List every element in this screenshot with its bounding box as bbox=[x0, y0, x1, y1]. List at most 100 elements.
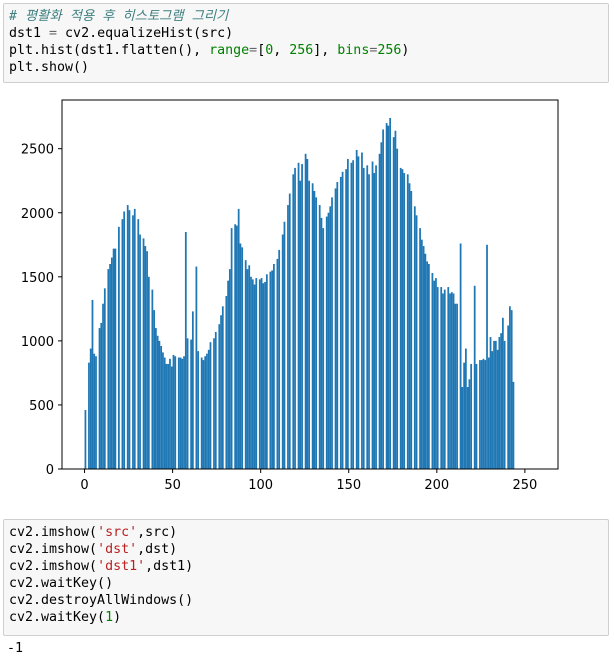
histogram-bar bbox=[304, 153, 307, 469]
histogram-bar bbox=[93, 353, 96, 469]
histogram-bar bbox=[202, 360, 205, 469]
histogram-bar bbox=[151, 289, 154, 470]
x-tick-label: 250 bbox=[512, 478, 537, 493]
histogram-bar bbox=[311, 183, 314, 469]
histogram-bar bbox=[452, 293, 455, 469]
histogram-bar bbox=[230, 228, 233, 470]
histogram-bar bbox=[465, 348, 467, 469]
y-tick-label: 2500 bbox=[21, 143, 54, 158]
histogram-bar bbox=[357, 156, 360, 470]
histogram-bar bbox=[466, 387, 469, 469]
x-tick-label: 150 bbox=[336, 478, 361, 493]
histogram-bar bbox=[103, 288, 106, 469]
histogram-bar bbox=[435, 278, 437, 469]
histogram-bar bbox=[366, 165, 369, 469]
histogram-bar bbox=[318, 205, 321, 469]
histogram-bar bbox=[142, 238, 145, 470]
histogram-bar bbox=[419, 228, 421, 470]
histogram-bar bbox=[468, 379, 471, 469]
histogram-bar bbox=[387, 125, 390, 470]
y-tick-label: 500 bbox=[29, 399, 54, 414]
histogram-bar bbox=[431, 272, 434, 469]
histogram-bar bbox=[308, 180, 310, 469]
histogram-bar bbox=[190, 339, 192, 469]
histogram-bar bbox=[258, 279, 261, 469]
code-line: cv2.imshow('src',src) bbox=[9, 525, 178, 540]
histogram-bar bbox=[169, 358, 171, 469]
histogram-bar bbox=[320, 217, 323, 470]
histogram-bar bbox=[121, 219, 124, 469]
histogram-bar bbox=[255, 278, 258, 469]
histogram-bar bbox=[183, 356, 185, 469]
code-cell-imshow[interactable]: cv2.imshow('src',src) cv2.imshow('dst',d… bbox=[3, 519, 609, 636]
histogram-bar bbox=[498, 337, 501, 469]
histogram-bar bbox=[221, 306, 224, 469]
code-line: dst1 = cv2.equalizeHist(src) bbox=[9, 26, 234, 41]
histogram-bar bbox=[371, 161, 374, 469]
histogram-bar bbox=[299, 180, 302, 469]
histogram-bar bbox=[507, 325, 510, 469]
histogram-bar bbox=[456, 303, 458, 469]
histogram-bar bbox=[181, 358, 184, 469]
histogram-bar bbox=[162, 352, 164, 469]
histogram-bar bbox=[463, 362, 465, 469]
histogram-bar bbox=[491, 351, 494, 470]
histogram-bar bbox=[156, 335, 159, 469]
histogram-bar bbox=[186, 338, 189, 469]
histogram-bar bbox=[269, 271, 272, 469]
histogram-bar bbox=[170, 366, 173, 469]
histogram-bar bbox=[214, 331, 217, 469]
histogram-bar bbox=[251, 279, 254, 469]
histogram-bar bbox=[250, 276, 252, 469]
histogram-bar bbox=[341, 171, 344, 469]
histogram-bar bbox=[153, 310, 155, 470]
histogram-bar bbox=[352, 160, 355, 469]
histogram-bar bbox=[486, 244, 488, 469]
histogram-bar bbox=[146, 251, 148, 469]
histogram-bar bbox=[447, 287, 450, 469]
histogram-bar bbox=[382, 129, 384, 469]
histogram-bar bbox=[420, 239, 423, 469]
histogram-bar bbox=[375, 165, 377, 469]
histogram-bar bbox=[394, 130, 397, 469]
histogram-bar bbox=[322, 228, 325, 470]
code-line: cv2.waitKey() bbox=[9, 576, 114, 591]
histogram-bar bbox=[401, 169, 404, 469]
histogram-bar bbox=[475, 363, 478, 469]
y-tick-label: 1500 bbox=[21, 271, 54, 286]
histogram-bar bbox=[433, 280, 436, 469]
code-cell-histogram[interactable]: # 평활화 적용 후 히스토그램 그리기 dst1 = cv2.equalize… bbox=[3, 3, 609, 83]
histogram-bar bbox=[278, 249, 281, 469]
histogram-bar bbox=[172, 354, 175, 469]
histogram-bar bbox=[112, 248, 115, 470]
histogram-bar bbox=[107, 269, 110, 470]
histogram-bar bbox=[493, 340, 495, 470]
histogram-bar bbox=[160, 346, 163, 469]
histogram-bar bbox=[167, 363, 170, 469]
code-line: cv2.imshow('dst',dst) bbox=[9, 542, 178, 557]
histogram-bar bbox=[461, 387, 464, 469]
histogram-bar bbox=[84, 410, 87, 469]
histogram-bar bbox=[126, 205, 129, 469]
code-line: cv2.imshow('dst1',dst1) bbox=[9, 559, 194, 574]
histogram-bar bbox=[510, 310, 513, 470]
histogram-bar bbox=[484, 360, 487, 469]
histogram-bar bbox=[442, 293, 444, 469]
histogram-bar bbox=[334, 188, 337, 469]
histogram-bar bbox=[501, 317, 504, 469]
histogram-bar bbox=[174, 356, 177, 469]
histogram-bar bbox=[179, 357, 182, 469]
y-tick-label: 1000 bbox=[21, 335, 54, 350]
histogram-bar bbox=[248, 265, 251, 469]
histogram-bar bbox=[218, 324, 221, 469]
histogram-bar bbox=[428, 264, 430, 469]
histogram-bar bbox=[195, 266, 198, 469]
histogram-bar bbox=[503, 340, 506, 470]
histogram-bar bbox=[410, 190, 413, 469]
histogram-bar bbox=[264, 281, 266, 469]
histogram-bar bbox=[470, 363, 473, 469]
histogram-plot: 0 50 100 150 200 250 0 500 1000 1500 2000 2500 bbox=[0, 90, 614, 510]
histogram-bar bbox=[155, 328, 157, 469]
histogram-bar bbox=[95, 356, 97, 469]
